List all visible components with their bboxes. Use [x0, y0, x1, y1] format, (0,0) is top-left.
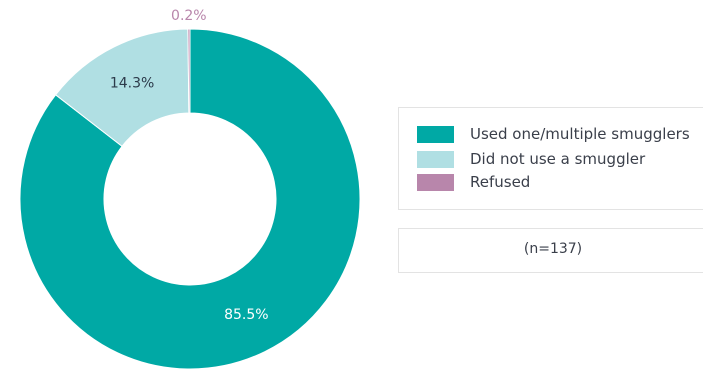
chart-legend: Used one/multiple smugglers Did not use …	[398, 107, 703, 210]
legend-item-refused: Refused	[417, 172, 530, 192]
sample-size-box: (n=137)	[398, 228, 703, 273]
slice-no-smuggler	[54, 28, 190, 147]
legend-item-no-smuggler: Did not use a smuggler	[417, 149, 645, 169]
legend-label-used-smugglers: Used one/multiple smugglers	[470, 125, 690, 143]
sample-size-note: (n=137)	[523, 241, 583, 257]
legend-label-no-smuggler: Did not use a smuggler	[470, 150, 646, 168]
data-label-refused: 0.2%	[171, 8, 207, 24]
legend-swatch-used-smugglers	[417, 125, 454, 143]
legend-swatch-no-smuggler	[417, 150, 454, 168]
data-label-used-smugglers: 85.5%	[224, 307, 268, 323]
data-label-no-smuggler: 14.3%	[110, 76, 154, 92]
legend-item-used-smugglers: Used one/multiple smugglers	[417, 124, 690, 144]
slice-used-smugglers	[19, 28, 361, 369]
legend-label-refused: Refused	[470, 173, 531, 191]
slice-refused	[187, 28, 191, 114]
legend-swatch-refused	[417, 173, 454, 191]
